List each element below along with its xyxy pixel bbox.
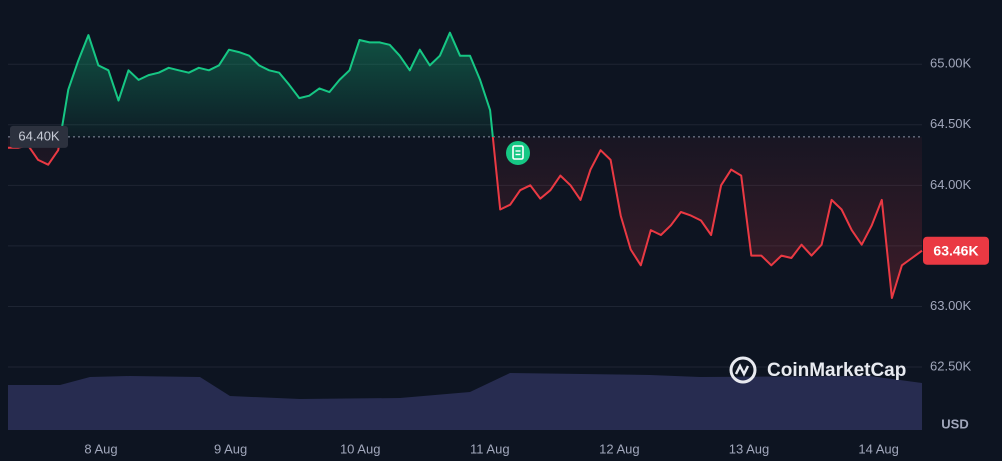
current-price-box <box>923 236 989 265</box>
x-tick-label: 14 Aug <box>858 441 899 456</box>
watermark: CoinMarketCap <box>729 356 906 384</box>
x-tick-label: 8 Aug <box>84 441 117 456</box>
x-tick-label: 9 Aug <box>214 441 247 456</box>
event-icon[interactable] <box>506 141 530 165</box>
price-line <box>8 31 923 299</box>
event-icon-circle[interactable] <box>506 141 530 165</box>
y-tick-label: 62.50K <box>930 358 972 373</box>
y-tick-label: 65.00K <box>930 56 972 71</box>
current-price-label: 63.46K <box>933 242 978 258</box>
x-tick-label: 13 Aug <box>729 441 770 456</box>
price-area <box>8 32 922 298</box>
y-tick-label: 64.00K <box>930 177 972 192</box>
y-tick-label: 64.50K <box>930 116 972 131</box>
baseline-label-box <box>10 125 68 148</box>
volume-area <box>8 373 922 430</box>
y-axis-unit: USD <box>941 416 968 431</box>
watermark-logo <box>729 356 757 384</box>
baseline-label: 64.40K <box>18 128 60 143</box>
x-tick-label: 12 Aug <box>599 441 640 456</box>
event-icon-doc <box>512 145 524 160</box>
x-tick-label: 11 Aug <box>470 441 510 456</box>
watermark-logo-mark <box>734 363 750 377</box>
x-tick-label: 10 Aug <box>340 441 381 456</box>
watermark-text: CoinMarketCap <box>767 360 906 381</box>
y-tick-label: 63.00K <box>930 298 972 313</box>
